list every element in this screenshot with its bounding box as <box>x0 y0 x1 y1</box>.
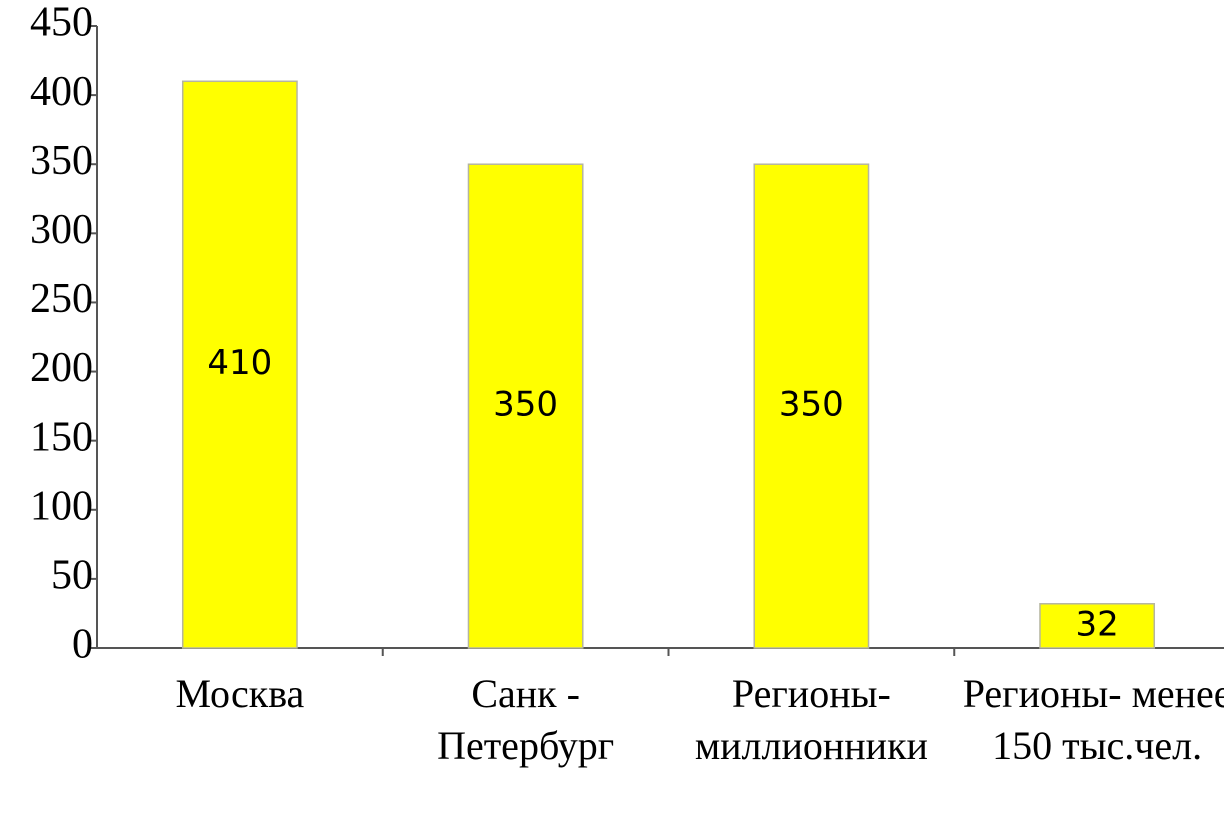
x-tick-label: Москва <box>175 671 305 716</box>
y-tick-label: 50 <box>51 553 93 599</box>
bar <box>467 163 584 649</box>
x-tick-label: Санк - Петербург <box>437 671 615 768</box>
x-tick-label: Регионы- менее 150 тыс.чел. <box>962 671 1224 768</box>
x-tick-label: Регионы- миллионники <box>694 671 928 768</box>
y-tick-label: 200 <box>30 345 93 391</box>
value-label: 350 <box>779 385 844 425</box>
y-tick-label: 450 <box>30 0 93 46</box>
bar <box>181 80 298 649</box>
value-label: 32 <box>1075 604 1118 644</box>
y-tick-label: 250 <box>30 276 93 322</box>
y-tick-label: 100 <box>30 483 93 529</box>
bar <box>753 163 870 649</box>
y-tick-label: 150 <box>30 414 93 460</box>
value-label: 410 <box>207 343 272 383</box>
bar <box>1039 603 1156 649</box>
y-tick-label: 300 <box>30 207 93 253</box>
y-tick-label: 0 <box>72 622 93 668</box>
y-tick-label: 400 <box>30 69 93 115</box>
value-label: 350 <box>493 385 558 425</box>
y-tick-label: 350 <box>30 138 93 184</box>
